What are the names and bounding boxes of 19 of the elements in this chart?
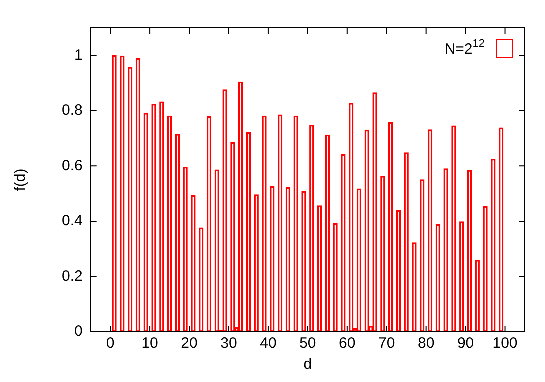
y-tick-label: 0.2 [62,268,83,285]
x-tick-label: 20 [181,335,198,352]
x-tick-label: 70 [378,335,396,352]
x-tick-label: 60 [339,335,356,352]
x-tick-label: 10 [142,335,158,352]
y-tick-label: 1 [74,46,83,64]
x-tick-label: 40 [260,335,277,352]
x-tick-label: 100 [492,335,518,352]
y-tick-label: 0.8 [62,102,83,120]
y-tick-label: 0.6 [62,157,83,174]
x-tick-label: 90 [457,335,474,352]
x-tick-label: 80 [418,335,435,352]
x-tick-label: 0 [106,335,115,352]
x-tick-label: 50 [300,335,316,352]
y-tick-label: 0 [74,323,83,340]
y-axis-title: f(d) [12,168,30,192]
x-axis-title: d [304,356,312,374]
x-tick-label: 30 [220,335,238,352]
y-tick-label: 0.4 [62,212,83,230]
